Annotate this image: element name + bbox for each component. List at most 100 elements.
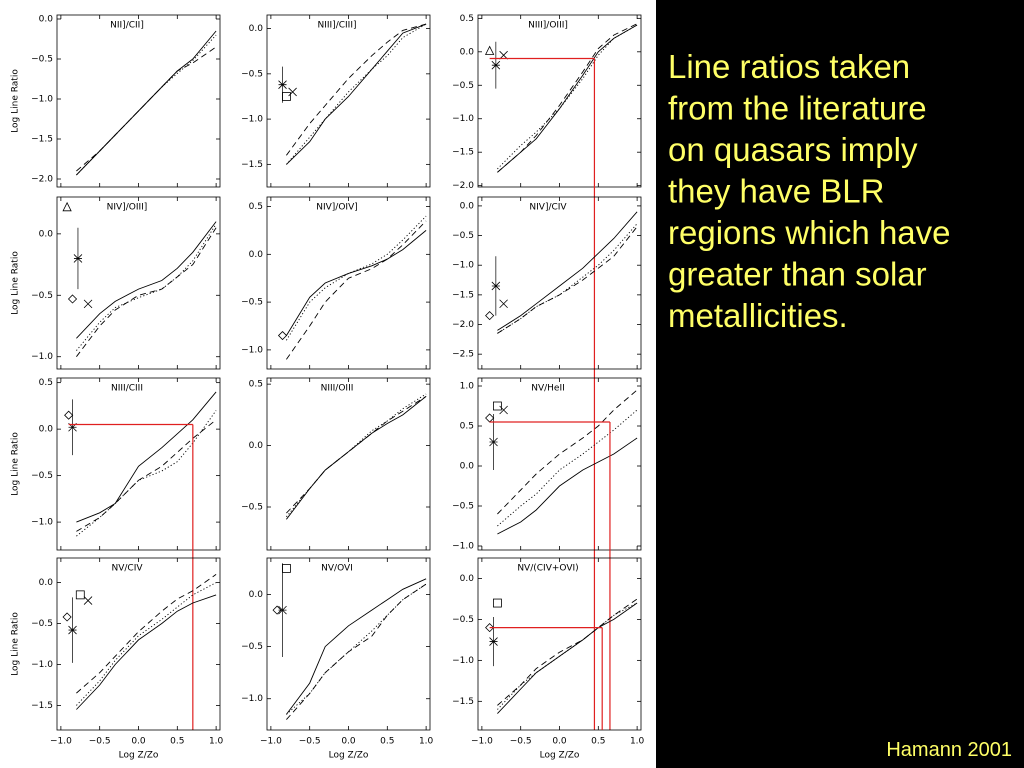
x-tick-label: 0.5 bbox=[380, 737, 394, 747]
model-line bbox=[286, 230, 427, 336]
point bbox=[75, 590, 85, 600]
point bbox=[62, 612, 72, 622]
panel-title: NIII/OIII bbox=[321, 384, 354, 394]
model-line bbox=[286, 396, 427, 514]
x-tick-label: 1.0 bbox=[209, 737, 224, 747]
point bbox=[493, 401, 502, 411]
y-tick-label: −0.5 bbox=[31, 55, 53, 65]
y-tick-label: −1.5 bbox=[452, 697, 474, 707]
model-line bbox=[497, 602, 638, 710]
point bbox=[491, 281, 501, 291]
point bbox=[278, 80, 287, 89]
point bbox=[288, 87, 297, 97]
model-line bbox=[76, 419, 217, 532]
text-line: greater than solar bbox=[668, 256, 927, 293]
y-tick-label: 0.5 bbox=[460, 422, 474, 432]
y-tick-label: −0.5 bbox=[241, 69, 263, 79]
point bbox=[485, 623, 495, 633]
y-tick-label: −1.5 bbox=[31, 135, 53, 145]
y-tick-label: −1.5 bbox=[452, 148, 474, 158]
y-tick-label: 0.5 bbox=[249, 202, 263, 212]
point bbox=[489, 437, 498, 447]
model-line bbox=[76, 574, 217, 694]
model-line bbox=[76, 227, 217, 357]
y-tick-label: −0.5 bbox=[31, 471, 53, 481]
text-line: metallicities. bbox=[668, 297, 848, 334]
x-tick-label: 0.5 bbox=[170, 737, 184, 747]
y-axis-title: Log Line Ratio bbox=[11, 432, 21, 496]
x-tick-label: 1.0 bbox=[419, 737, 434, 747]
point bbox=[499, 405, 508, 415]
x-tick-label: 1.0 bbox=[630, 737, 645, 747]
y-tick-label: −0.5 bbox=[31, 619, 53, 629]
y-tick-label: −0.5 bbox=[452, 231, 474, 241]
x-tick-label: 0.0 bbox=[552, 737, 567, 747]
y-tick-label: −2.0 bbox=[452, 181, 474, 191]
point bbox=[485, 311, 495, 321]
y-tick-label: −0.5 bbox=[241, 642, 263, 652]
point bbox=[272, 605, 282, 615]
panel-title: NIII]/OIII] bbox=[528, 21, 568, 31]
model-line bbox=[76, 223, 217, 351]
panel-title: NV/(CIV+OVI) bbox=[517, 564, 578, 574]
x-tick-label: −1.0 bbox=[471, 737, 493, 747]
model-line bbox=[497, 211, 638, 331]
model-line bbox=[286, 578, 427, 715]
model-line bbox=[76, 391, 217, 523]
x-axis-title: Log Z/Zo bbox=[119, 751, 159, 761]
text-line: they have BLR bbox=[668, 173, 884, 210]
y-tick-label: 1.0 bbox=[460, 382, 475, 392]
model-line bbox=[76, 410, 217, 537]
figure-background bbox=[0, 0, 656, 768]
model-line bbox=[76, 34, 217, 176]
panel-title: NV/OVI bbox=[321, 564, 353, 574]
y-tick-label: −2.5 bbox=[452, 350, 474, 360]
panel-title: NII]/CII] bbox=[110, 21, 144, 31]
point bbox=[83, 299, 93, 309]
model-line bbox=[286, 23, 427, 156]
text-line: from the literature bbox=[668, 90, 927, 127]
y-tick-label: −0.5 bbox=[452, 502, 474, 512]
x-tick-label: −1.0 bbox=[260, 737, 282, 747]
y-axis-title: Log Line Ratio bbox=[11, 251, 21, 315]
y-tick-label: −1.0 bbox=[452, 542, 474, 552]
y-tick-label: −1.5 bbox=[241, 160, 263, 170]
point bbox=[499, 50, 508, 60]
model-line bbox=[497, 23, 638, 173]
y-tick-label: 0.0 bbox=[249, 590, 264, 600]
y-tick-label: −1.0 bbox=[241, 115, 263, 125]
y-tick-label: −1.0 bbox=[452, 261, 474, 271]
y-tick-label: 0.0 bbox=[39, 425, 54, 435]
y-tick-label: 0.0 bbox=[39, 229, 54, 239]
model-line bbox=[286, 23, 427, 165]
panel-title: NIV]/OIII] bbox=[107, 203, 148, 213]
text-line: Line ratios taken bbox=[668, 48, 910, 85]
x-axis-title: Log Z/Zo bbox=[540, 751, 580, 761]
slide-text: Line ratios taken from the literature on q… bbox=[668, 48, 951, 334]
model-line bbox=[286, 220, 427, 360]
y-tick-label: −0.5 bbox=[241, 503, 263, 513]
point bbox=[67, 294, 78, 304]
x-tick-label: 0.5 bbox=[591, 737, 605, 747]
point bbox=[62, 201, 72, 212]
model-line bbox=[76, 582, 217, 706]
model-line bbox=[286, 215, 427, 341]
y-tick-label: −1.0 bbox=[31, 660, 53, 670]
point bbox=[484, 45, 495, 55]
y-tick-label: 0.0 bbox=[249, 24, 264, 34]
x-tick-label: −0.5 bbox=[89, 737, 111, 747]
y-tick-label: −1.0 bbox=[241, 694, 263, 704]
panel-title: NIII]/CIII] bbox=[318, 21, 357, 31]
x-tick-label: −1.0 bbox=[50, 737, 72, 747]
point bbox=[489, 637, 498, 646]
panel-title: NV/HeII bbox=[531, 384, 565, 394]
point bbox=[68, 625, 77, 635]
y-tick-label: 0.0 bbox=[39, 578, 54, 588]
panel-title: NIII/CIII bbox=[111, 384, 143, 394]
model-line bbox=[286, 393, 427, 518]
model-line bbox=[497, 437, 638, 535]
point bbox=[73, 254, 83, 263]
y-tick-label: −1.0 bbox=[31, 95, 53, 105]
point bbox=[493, 598, 502, 608]
